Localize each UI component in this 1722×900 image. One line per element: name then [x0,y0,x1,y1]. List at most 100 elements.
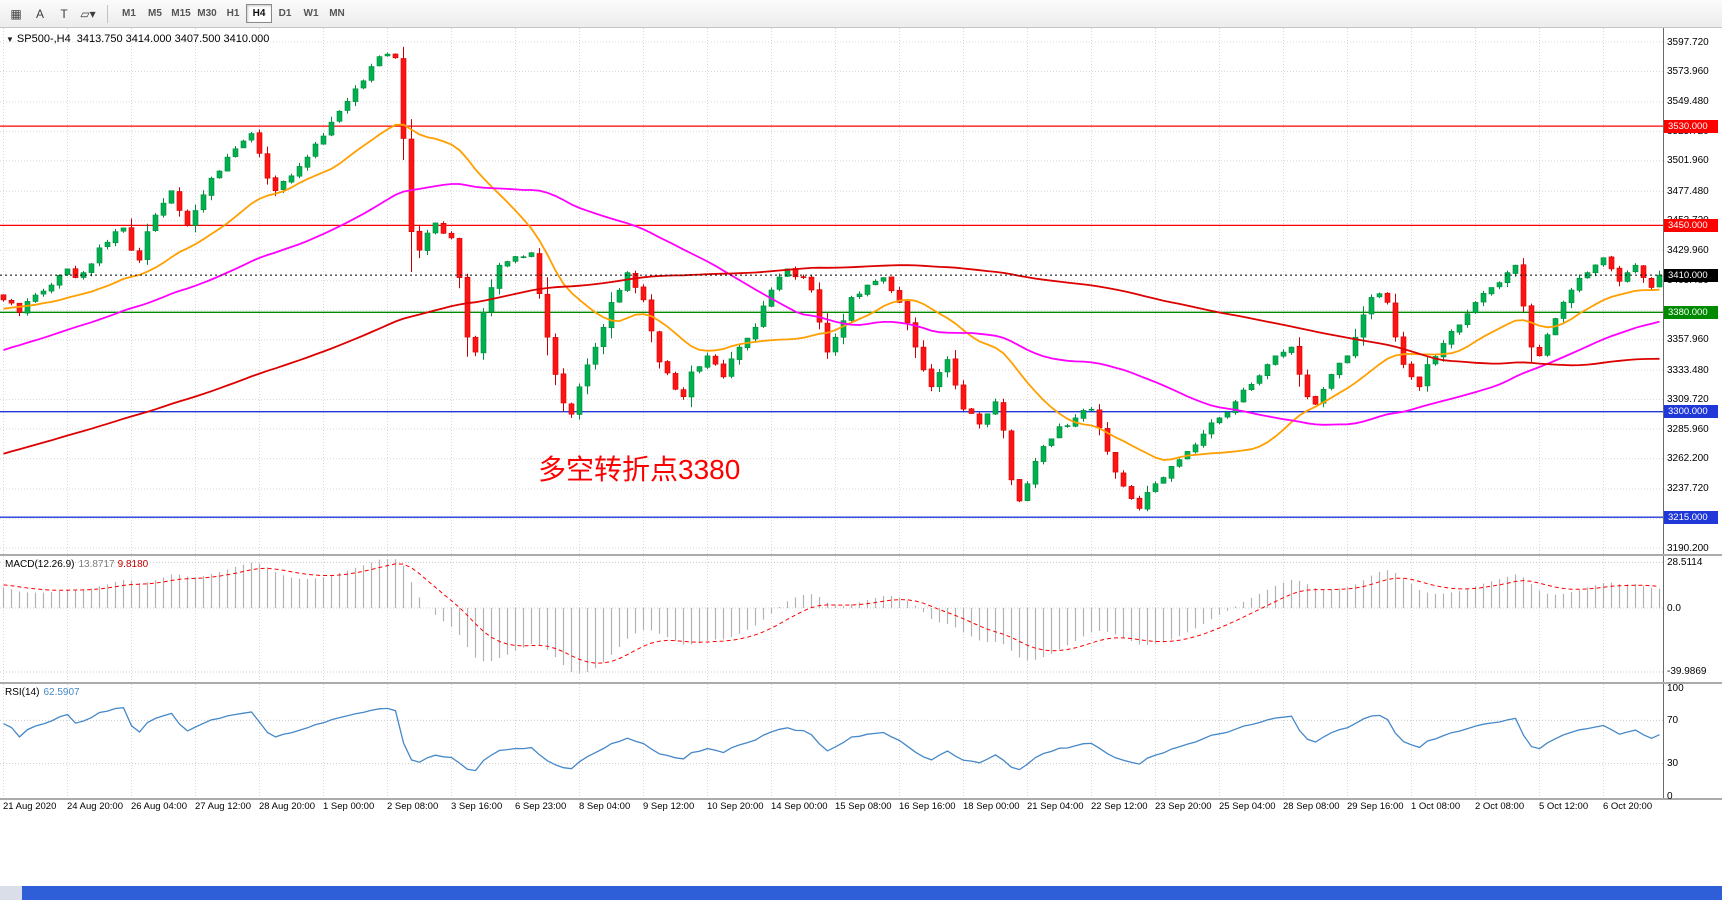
time-axis-label: 21 Aug 2020 [3,801,57,812]
price-level-badge: 3530.000 [1664,119,1718,133]
text-tool-icon[interactable]: T [60,6,68,21]
timeframe-m30[interactable]: M30 [197,8,217,19]
rsi-value: 62.5907 [43,687,80,698]
time-axis-label: 1 Sep 00:00 [323,801,375,812]
rsi-axis-tick: 0 [1667,790,1673,802]
time-axis-label: 9 Sep 12:00 [643,801,695,812]
time-axis-label: 8 Sep 04:00 [579,801,631,812]
price-axis-tick: 3429.960 [1667,244,1709,256]
price-axis-tick: 3597.720 [1667,36,1709,48]
macd-axis-tick: -39.9869 [1667,666,1707,678]
price-axis-tick: 3549.480 [1667,96,1709,108]
taskbar [22,886,1722,900]
time-axis-label: 23 Sep 20:00 [1155,801,1212,812]
price-level-badge: 3450.000 [1664,218,1718,232]
timeframe-d1[interactable]: D1 [278,8,292,19]
rsi-axis-tick: 30 [1667,758,1679,770]
timeframe-toolbar: M1 M5 M15 M30 H1 H4 D1 W1 MN [116,4,350,23]
chart-annotation-text[interactable]: 多空转折点3380 [538,454,741,485]
time-axis-label: 15 Sep 08:00 [835,801,892,812]
time-axis-label: 2 Sep 08:00 [387,801,439,812]
price-axis-tick: 3333.480 [1667,364,1709,376]
panel-separator-macd-rsi[interactable] [0,682,1722,684]
rsi-line [3,707,1660,772]
panel-separator-rsi-timeaxis[interactable] [0,798,1722,800]
price-level-badge: 3380.000 [1664,305,1718,319]
macd-name: MACD(12.26.9) [5,559,75,570]
time-axis-label: 5 Oct 12:00 [1539,801,1589,812]
timeframe-h4[interactable]: H4 [246,4,272,23]
time-axis-label: 6 Oct 20:00 [1603,801,1653,812]
time-axis-label: 28 Sep 08:00 [1283,801,1340,812]
price-level-badge: 3300.000 [1664,405,1718,419]
price-axis-border [1663,28,1664,799]
time-axis-label: 28 Aug 20:00 [259,801,315,812]
toolbar-icons: ▦ A T ▱▾ [5,4,99,24]
candles-layer [0,46,1663,512]
time-axis-label: 22 Sep 12:00 [1091,801,1148,812]
ma-130-line [3,264,1660,455]
price-axis-tick: 3285.960 [1667,423,1709,435]
ma-50-line [3,183,1660,426]
toolbar-separator [107,4,108,23]
objects-dropdown-icon[interactable]: ▱▾ [80,6,96,21]
ma-20-line [3,123,1660,461]
price-axis-tick: 3309.720 [1667,394,1709,406]
price-axis-tick: 3190.200 [1667,542,1709,554]
rsi-axis-tick: 70 [1667,714,1679,726]
symbol-timeframe-label: SP500-,H4 [16,33,71,45]
macd-signal-line [3,563,1660,664]
price-axis-tick: 3237.720 [1667,483,1709,495]
macd-main-value: 13.8717 [78,559,115,570]
symbol-dropdown-icon[interactable]: ▼ [6,35,14,44]
time-axis-label: 25 Sep 04:00 [1219,801,1276,812]
timeframe-mn[interactable]: MN [329,8,345,19]
status-corner [0,886,22,900]
timeframe-w1[interactable]: W1 [303,8,319,19]
time-axis-label: 16 Sep 16:00 [899,801,956,812]
time-axis-label: 18 Sep 00:00 [963,801,1020,812]
macd-signal-value: 9.8180 [117,559,149,570]
macd-axis-tick: 28.5114 [1667,556,1703,568]
panel-separator-main-macd[interactable] [0,554,1722,556]
price-axis-tick: 3357.960 [1667,334,1709,346]
timeframe-m1[interactable]: M1 [122,8,136,19]
ohlc-values: 3413.750 3414.000 3407.500 3410.000 [76,33,270,45]
time-axis-label: 10 Sep 20:00 [707,801,764,812]
time-axis-label: 2 Oct 08:00 [1475,801,1525,812]
price-level-badge: 3215.000 [1664,510,1718,524]
macd-layer [2,559,1661,674]
chart-window[interactable]: ▼ SP500-,H4 3413.750 3414.000 3407.500 341… [0,28,1722,814]
time-axis-label: 21 Sep 04:00 [1027,801,1084,812]
price-axis-tick: 3477.480 [1667,185,1709,197]
cursor-tool-icon[interactable]: A [35,6,44,21]
new-chart-icon[interactable]: ▦ [10,6,22,21]
time-axis-label: 3 Sep 16:00 [451,801,503,812]
time-axis-label: 1 Oct 08:00 [1411,801,1461,812]
level-lines-layer [0,125,1663,518]
rsi-axis-tick: 100 [1667,682,1684,694]
timeframe-m15[interactable]: M15 [171,8,191,19]
rsi-name: RSI(14) [5,687,40,698]
moving-averages-layer [3,123,1660,461]
macd-axis-tick: 0.0 [1667,602,1681,614]
chart-title: ▼ SP500-,H4 3413.750 3414.000 3407.500 341… [6,33,269,45]
rsi-layer [3,707,1660,772]
macd-indicator-label: MACD(12.26.9) 13.8717 9.8180 [5,559,148,570]
time-axis-label: 24 Aug 20:00 [67,801,123,812]
grid-layer [0,28,1663,798]
price-axis-tick: 3501.960 [1667,155,1709,167]
price-axis-tick: 3573.960 [1667,66,1709,77]
time-axis-label: 26 Aug 04:00 [131,801,187,812]
time-axis-label: 29 Sep 16:00 [1347,801,1404,812]
price-axis-tick: 3262.200 [1667,453,1709,465]
top-toolbar: ▦ A T ▱▾ M1 M5 M15 M30 H1 H4 D1 W1 MN [0,0,1722,28]
time-axis-label: 14 Sep 00:00 [771,801,828,812]
time-axis-label: 6 Sep 23:00 [515,801,567,812]
current-price-badge: 3410.000 [1664,268,1718,282]
timeframe-m5[interactable]: M5 [148,8,162,19]
rsi-indicator-label: RSI(14) 62.5907 [5,687,80,698]
chart-canvas[interactable] [0,28,1722,814]
time-axis-label: 27 Aug 12:00 [195,801,251,812]
timeframe-h1[interactable]: H1 [226,8,240,19]
